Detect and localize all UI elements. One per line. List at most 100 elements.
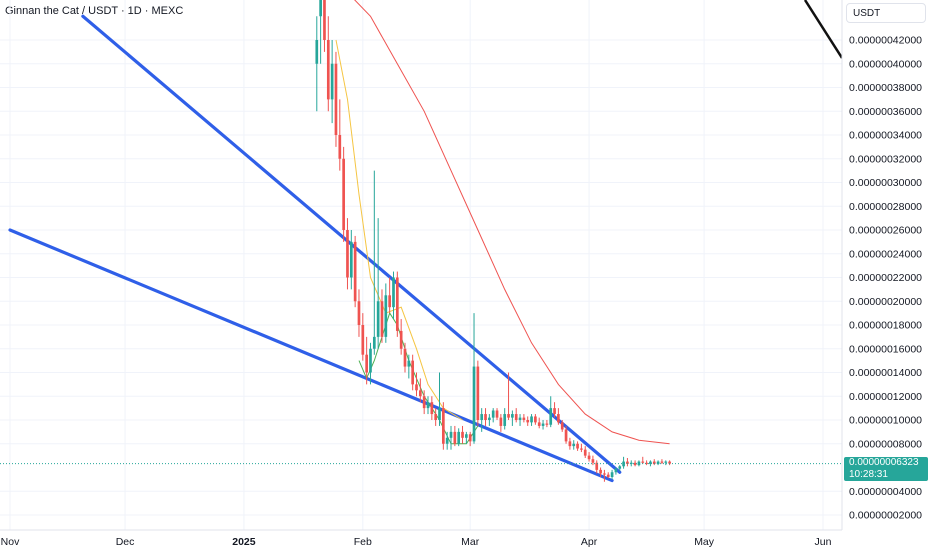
candle-body	[465, 434, 468, 438]
y-tick-label: 0.00000016000	[849, 343, 922, 355]
candle-body	[633, 462, 637, 466]
candle-body	[491, 410, 495, 418]
candle-body	[599, 469, 602, 474]
candle-body	[438, 408, 441, 420]
y-tick-label: 0.00000022000	[849, 272, 922, 284]
candle-body	[395, 277, 399, 331]
x-tick-label: Mar	[461, 536, 480, 548]
y-tick-label: 0.00000034000	[849, 130, 922, 142]
candle-body	[392, 277, 395, 308]
candle-body	[468, 434, 472, 442]
candle-body	[334, 63, 338, 135]
candle-body	[606, 474, 610, 477]
x-tick-label: 2025	[232, 536, 256, 548]
candle-body	[323, 0, 326, 40]
candle-body	[380, 301, 384, 337]
y-tick-label: 0.00000008000	[849, 438, 922, 450]
candle-body	[384, 295, 388, 337]
y-tick-label: 0.00000020000	[849, 296, 922, 308]
candle-body	[530, 416, 533, 423]
y-tick-label: 0.00000030000	[849, 177, 922, 189]
y-tick-label: 0.00000032000	[849, 153, 922, 165]
candle-body	[652, 461, 656, 464]
candle-body	[576, 443, 579, 449]
candle-body	[484, 414, 487, 420]
candle-body	[660, 461, 664, 463]
candle-body	[499, 417, 503, 426]
y-tick-label: 0.00000026000	[849, 225, 922, 237]
candle-body	[568, 441, 572, 447]
candle-body	[649, 461, 652, 464]
candle-body	[476, 366, 480, 420]
candle-body	[480, 414, 484, 420]
candle-body	[418, 390, 422, 397]
x-axis: Nov Dec 2025 Feb Mar Apr May Jun	[0, 529, 842, 548]
y-tick-label: 0.00000010000	[849, 415, 922, 427]
trendlines	[8, 0, 842, 483]
candle-body	[357, 301, 361, 325]
candle-body	[330, 63, 334, 100]
current-price-tag: 0.00000006323 10:28:31	[844, 456, 928, 481]
candle-body	[580, 448, 583, 450]
candle-body	[388, 295, 391, 308]
currency-selector[interactable]: USDT	[846, 3, 926, 23]
y-tick-label: 0.00000040000	[849, 58, 922, 70]
candle-body	[372, 336, 376, 349]
candle-body	[407, 360, 411, 367]
candle-body	[668, 461, 671, 464]
y-tick-label: 0.00000014000	[849, 367, 922, 379]
candle-body	[346, 230, 349, 278]
candle-body	[488, 417, 491, 420]
y-tick-label: 0.00000028000	[849, 201, 922, 213]
candle-body	[618, 466, 622, 469]
y-tick-label: 0.00000042000	[849, 35, 922, 47]
current-price-label: 0.00000006323	[849, 456, 919, 468]
candle-body	[434, 414, 438, 420]
ma-long-line	[354, 0, 670, 445]
candle-body	[422, 396, 426, 409]
grid	[0, 0, 842, 530]
x-tick-label: Jun	[815, 536, 832, 548]
y-tick-label: 0.00000036000	[849, 106, 922, 118]
candle-body	[549, 408, 553, 425]
candle-body	[430, 402, 434, 415]
x-tick-label: May	[694, 536, 715, 548]
candle-body	[664, 461, 668, 463]
y-tick-label: 0.00000038000	[849, 82, 922, 94]
candle-body	[537, 422, 541, 426]
candle-body	[595, 462, 599, 470]
candle-body	[403, 348, 407, 367]
bar-countdown-label: 10:28:31	[849, 468, 888, 480]
candle-body	[369, 348, 372, 373]
candle-body	[518, 417, 522, 420]
candle-body	[629, 462, 633, 464]
candle-body	[338, 135, 342, 159]
candle-body	[449, 431, 453, 438]
candle-body	[472, 366, 476, 442]
candle-body	[545, 423, 549, 425]
candle-body	[591, 459, 595, 463]
y-tick-label: 0.00000018000	[849, 320, 922, 332]
candle-body	[514, 414, 518, 420]
candle-body	[572, 443, 576, 447]
candle-body	[315, 40, 319, 64]
candle-body	[495, 410, 499, 418]
candle-body	[411, 360, 415, 385]
candle-body	[564, 429, 568, 442]
candle-body	[526, 420, 530, 423]
candle-body	[583, 449, 587, 456]
candle-body	[342, 158, 345, 230]
candle-body	[560, 422, 564, 430]
y-tick-label: 0.00000012000	[849, 391, 922, 403]
candle-body	[614, 468, 618, 473]
y-axis: 0.00000042000 0.00000040000 0.00000038000 0…	[841, 0, 922, 530]
candle-body	[622, 461, 625, 467]
candle-body	[637, 461, 641, 466]
candle-body	[557, 414, 560, 423]
candle-body	[442, 408, 445, 444]
candle-body	[399, 330, 403, 349]
candle-body	[445, 437, 449, 444]
chart-title: Ginnan the Cat / USDT · 1D · MEXC	[5, 5, 184, 17]
trendline	[8, 228, 614, 483]
